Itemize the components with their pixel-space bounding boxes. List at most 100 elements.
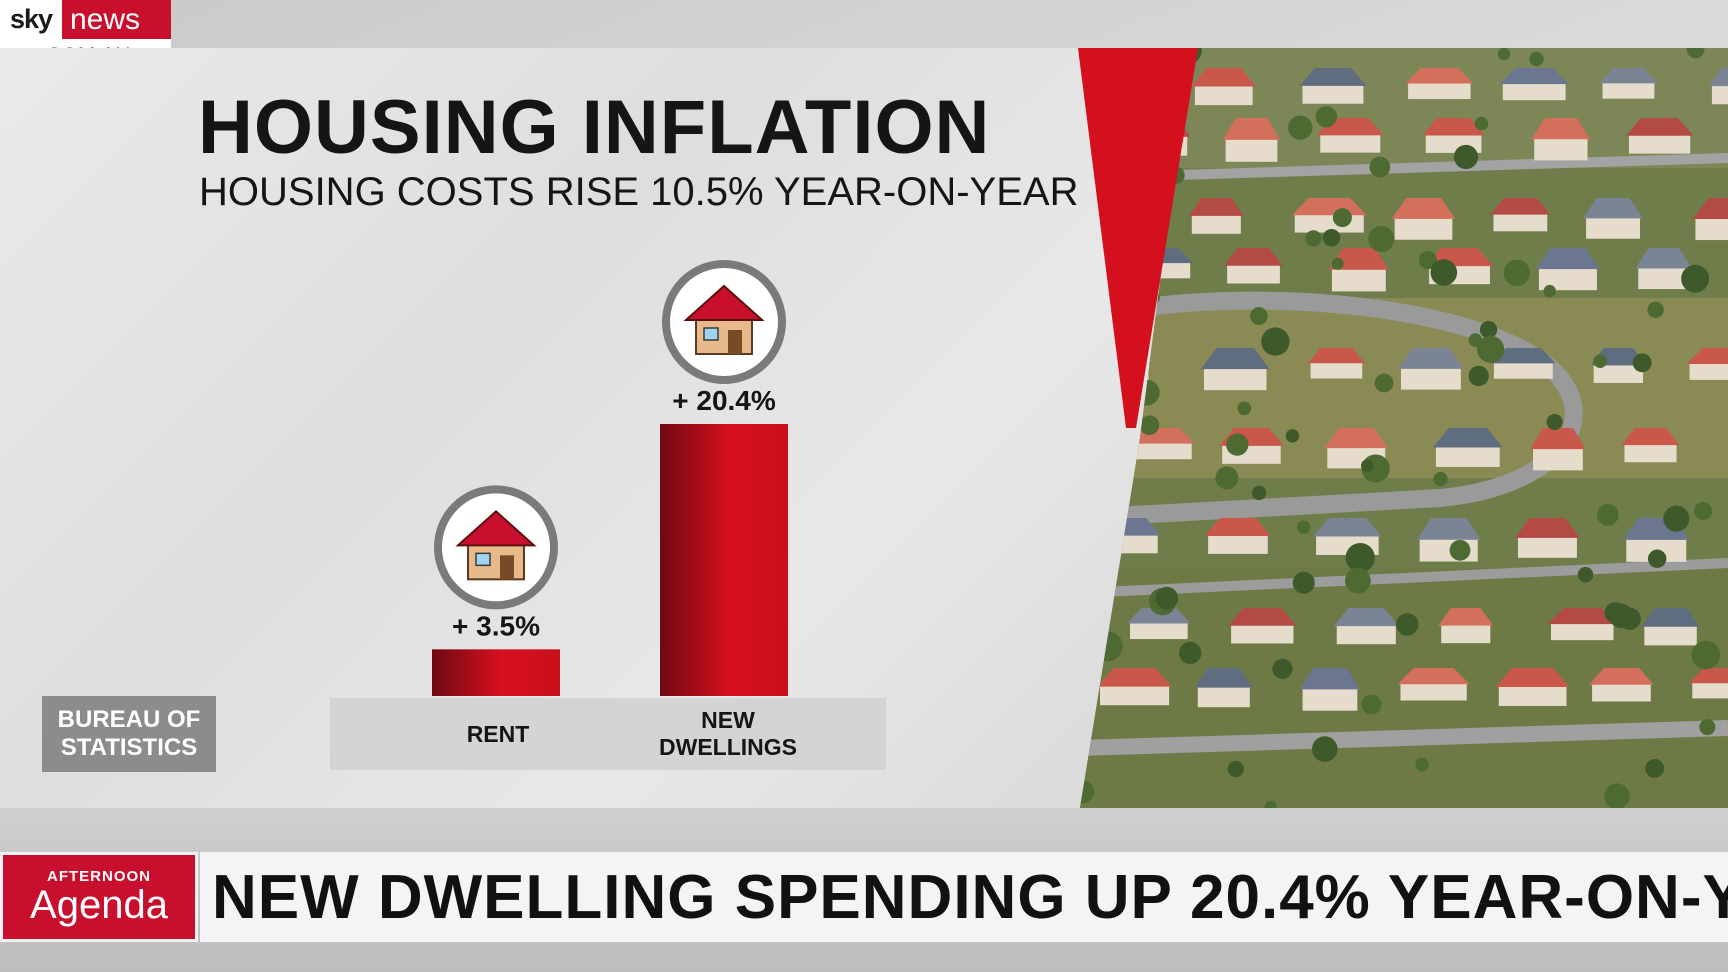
house-shape	[1641, 608, 1700, 646]
tree-shape	[1699, 718, 1716, 736]
house-shape	[1689, 668, 1728, 699]
house-shape	[1224, 248, 1283, 284]
tree-shape	[1374, 373, 1394, 393]
house-icon	[662, 260, 786, 384]
house-shape	[1625, 118, 1694, 154]
house-shape	[1514, 518, 1580, 558]
tree-shape	[1332, 208, 1352, 228]
tree-shape	[1250, 307, 1268, 325]
tree-shape	[1312, 736, 1338, 762]
tree-shape	[1396, 613, 1419, 636]
house-shape	[1397, 348, 1464, 390]
house-shape	[1333, 608, 1399, 645]
house-shape	[1490, 348, 1556, 379]
tree-shape	[1529, 51, 1544, 67]
house-icon	[434, 485, 558, 610]
house-shape	[1708, 68, 1728, 105]
tree-shape	[1285, 429, 1300, 443]
tree-shape	[1543, 284, 1556, 298]
house-door	[500, 555, 514, 580]
house-window	[475, 552, 491, 567]
tree-shape	[1474, 116, 1489, 131]
bar-1	[660, 424, 788, 696]
tree-shape	[1647, 549, 1667, 568]
tree-shape	[1261, 327, 1290, 356]
house-shape	[1535, 248, 1600, 291]
tree-shape	[1647, 301, 1664, 319]
house-shape	[1307, 348, 1366, 379]
house-window	[703, 327, 719, 341]
category-label-0: RENT	[467, 721, 530, 747]
house-shape	[1228, 608, 1297, 644]
category-label-1: NEW	[701, 707, 755, 733]
tree-shape	[1691, 640, 1721, 670]
headline-ticker: NEW DWELLING SPENDING UP 20.4% YEAR-ON-Y…	[200, 852, 1728, 942]
house-shape	[1127, 608, 1191, 640]
tree-shape	[1503, 259, 1530, 287]
house-shape	[1692, 198, 1728, 241]
house-shape	[1313, 518, 1382, 555]
house-shape	[1599, 68, 1658, 99]
house-roof	[455, 509, 537, 547]
tree-shape	[1288, 115, 1313, 140]
tree-shape	[1368, 225, 1395, 253]
tree-shape	[1546, 413, 1563, 431]
house-shape	[1490, 198, 1551, 232]
logo-brand-right: news	[62, 0, 171, 39]
house-shape	[1299, 668, 1361, 711]
tree-shape	[1449, 539, 1471, 561]
tree-shape	[1331, 257, 1344, 270]
house-shape	[1405, 68, 1474, 100]
tree-shape	[1237, 401, 1252, 416]
logo-brand-left: sky	[0, 0, 62, 39]
tree-shape	[1315, 106, 1338, 128]
house-shape	[1188, 198, 1244, 234]
tree-shape	[1645, 759, 1665, 778]
house-roof	[683, 284, 765, 321]
tree-shape	[1479, 320, 1498, 339]
bar-0	[432, 649, 560, 696]
tree-shape	[1215, 466, 1239, 490]
tree-shape	[1609, 603, 1634, 629]
tree-shape	[1264, 800, 1277, 808]
house-shape	[1432, 428, 1503, 467]
house-shape	[1530, 428, 1586, 471]
tree-shape	[1344, 567, 1371, 594]
house-shape	[1499, 68, 1569, 101]
category-label-1: DWELLINGS	[659, 734, 797, 760]
house-shape	[1621, 428, 1680, 463]
house-shape	[1583, 198, 1644, 239]
house-shape	[1686, 348, 1728, 380]
house-shape	[1194, 668, 1253, 708]
tree-shape	[1139, 415, 1160, 436]
tree-shape	[1227, 760, 1244, 778]
tree-shape	[1369, 156, 1391, 178]
tree-shape	[1694, 501, 1713, 520]
house-shape	[1391, 198, 1456, 240]
tree-shape	[1251, 485, 1267, 501]
tree-shape	[1322, 228, 1341, 247]
tree-shape	[1418, 250, 1437, 270]
house-shape	[1635, 248, 1693, 290]
house-shape	[1328, 248, 1389, 292]
show-logo: AFTERNOON Agenda	[0, 852, 198, 942]
graphic-panel	[0, 48, 1150, 808]
house-shape	[1438, 608, 1494, 644]
house-shape	[1299, 68, 1367, 104]
tree-shape	[1681, 264, 1710, 293]
tree-shape	[1663, 505, 1690, 532]
tree-shape	[1361, 694, 1382, 715]
house-door	[728, 330, 742, 354]
tree-shape	[1604, 783, 1630, 808]
headline-text: NEW DWELLING SPENDING UP 20.4% YEAR-ON-Y…	[212, 862, 1728, 932]
tree-shape	[1296, 520, 1311, 534]
house-shape	[1097, 668, 1173, 706]
tree-shape	[1686, 48, 1705, 59]
tree-shape	[1632, 353, 1652, 373]
show-logo-big: Agenda	[30, 883, 168, 927]
tree-shape	[1497, 48, 1511, 61]
tree-shape	[1433, 471, 1448, 487]
tree-shape	[1468, 365, 1489, 387]
tree-shape	[1453, 144, 1479, 170]
